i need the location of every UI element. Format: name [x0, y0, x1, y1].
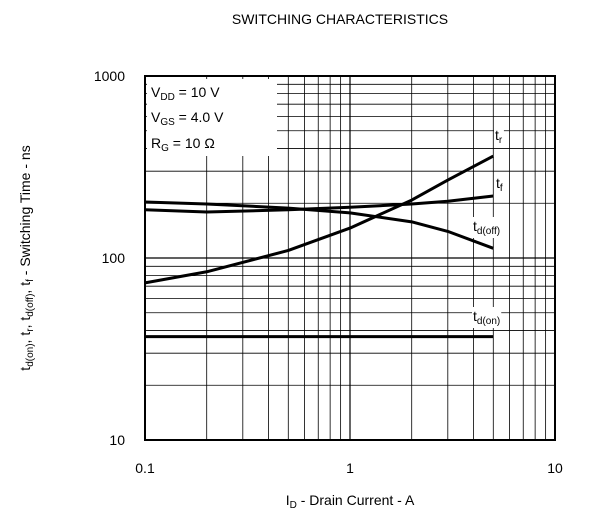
text-segment: d(off) [477, 226, 500, 237]
text-segment: D [290, 500, 297, 511]
text-segment: GS [160, 117, 175, 128]
text-segment: d(on) [477, 316, 500, 327]
text-segment: = 10 Ω [169, 135, 215, 151]
text-segment: , t [17, 282, 33, 294]
text-segment: d(off) [25, 294, 36, 317]
chart: SWITCHING CHARACTERISTICS 0.1 1 10 10 100 100… [0, 0, 590, 516]
chart-title: SWITCHING CHARACTERISTICS [232, 11, 448, 27]
text-segment: = 4.0 V [175, 109, 224, 125]
text-segment: , t [17, 332, 33, 344]
text-segment: d(on) [25, 343, 36, 366]
y-tick-label: 1000 [94, 68, 125, 84]
y-axis-title: td(on), tr, td(off), tf - Switching Time… [17, 145, 36, 370]
text-segment: , t [17, 317, 33, 329]
text-segment: - Drain Current - A [297, 492, 415, 508]
x-tick-label: 1 [346, 460, 354, 476]
y-tick-label: 10 [109, 432, 125, 448]
x-tick-label: 10 [547, 460, 563, 476]
text-segment: DD [160, 92, 174, 103]
text-segment: = 10 V [175, 84, 220, 100]
x-tick-label: 0.1 [135, 460, 155, 476]
y-tick-label: 100 [102, 250, 126, 266]
text-segment: f [500, 183, 503, 194]
series-line [145, 156, 493, 283]
x-axis-title: ID - Drain Current - A [286, 492, 415, 511]
text-segment: - Switching Time - ns [17, 145, 33, 279]
text-segment: R [151, 135, 161, 151]
